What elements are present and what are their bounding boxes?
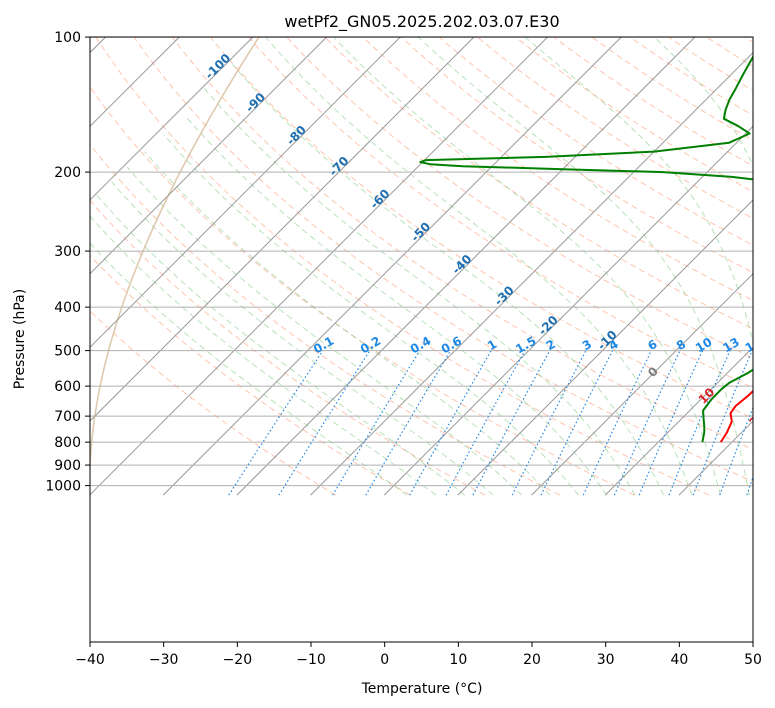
x-tick-label: 20: [523, 652, 541, 668]
curved-guide-line: [90, 37, 260, 496]
moist-adiabat: [111, 181, 494, 496]
moist-adiabat: [203, 87, 636, 496]
y-axis-label: Pressure (hPa): [12, 289, 28, 389]
y-tick-label: 700: [54, 409, 81, 425]
x-tick-label: 10: [449, 652, 467, 668]
isotherm-line: [383, 125, 753, 496]
x-tick-label: −20: [223, 652, 253, 668]
mixing-ratio-line: [540, 350, 614, 496]
moist-adiabat: [524, 37, 753, 345]
x-tick-label: 30: [597, 652, 615, 668]
y-tick-label: 1000: [45, 479, 81, 495]
x-tick-label: −40: [75, 652, 105, 668]
dry-adiabat: [324, 37, 753, 330]
y-tick-label: 200: [54, 165, 81, 181]
isotherm-line: [90, 37, 401, 349]
chart-title: wetPf2_GN05.2025.202.03.07.E30: [284, 12, 559, 32]
y-tick-label: 500: [54, 344, 81, 360]
x-tick-label: 40: [670, 652, 688, 668]
x-tick-label: −30: [149, 652, 179, 668]
isotherm-line: [531, 272, 753, 496]
dry-adiabat: [248, 37, 753, 389]
isotherm-line: [90, 37, 327, 275]
x-axis-label: Temperature (°C): [361, 681, 483, 697]
y-tick-label: 300: [54, 244, 81, 260]
dry-adiabat: [90, 86, 635, 496]
moist-adiabat: [333, 37, 721, 496]
dry-adiabat: [90, 255, 411, 496]
isotherm-line: [604, 346, 753, 496]
dry-adiabat: [90, 143, 561, 496]
y-tick-label: 900: [54, 458, 81, 474]
isotherm-line: [236, 37, 696, 496]
isotherm-line: [162, 37, 622, 496]
isotherm-line: [90, 37, 254, 201]
y-tick-label: 800: [54, 435, 81, 451]
y-tick-label: 400: [54, 300, 81, 316]
moist-adiabat: [163, 134, 579, 496]
moist-adiabat: [96, 194, 465, 496]
moist-adiabat: [265, 37, 693, 496]
dry-adiabat: [133, 37, 753, 483]
mixing-ratio-line: [582, 350, 652, 496]
axes: −40 −30 −20 −10 0 10 20 30 40 50 100 200 300 400 500 60…: [45, 30, 762, 668]
mixing-ratio-line: [613, 350, 681, 496]
moist-adiabat: [126, 166, 523, 496]
y-tick-label: 100: [54, 30, 81, 46]
mixing-ratio-line: [332, 350, 421, 496]
moist-adiabat: [90, 242, 408, 496]
dry-adiabat: [90, 199, 486, 496]
isotherm-line: [90, 37, 548, 496]
mixing-ratio-line: [445, 350, 526, 496]
moist-adiabat: [144, 151, 551, 496]
dry-adiabat: [286, 37, 753, 359]
plot-area: -100-90-80-70-60-50-40-30-20-1000.1 0.2 0.…: [90, 37, 768, 496]
plot-frame: [89, 36, 754, 643]
mixing-ratio-line: [472, 350, 551, 496]
dry-adiabat: [400, 37, 753, 274]
x-tick-label: 50: [744, 652, 762, 668]
x-tick-label: −10: [296, 652, 326, 668]
dry-adiabat: [171, 37, 753, 451]
moist-adiabat-label: 20: [746, 408, 768, 430]
y-tick-label: 600: [54, 379, 81, 395]
moist-adiabat: [417, 37, 750, 496]
moist-adiabat: [232, 63, 664, 496]
isotherm-line: [90, 37, 180, 128]
dry-adiabat: [477, 37, 753, 219]
dry-adiabat: [438, 37, 753, 246]
mixing-ratio-line: [719, 406, 753, 496]
isotherm-line: [90, 37, 475, 422]
mixing-ratio-line: [228, 350, 324, 496]
mixing-ratio-line: [511, 350, 587, 496]
dewpoint-profile: [419, 54, 753, 443]
mixing-ratio-line: [278, 350, 371, 496]
isotherm-line: [310, 51, 753, 496]
dry-adiabat: [95, 37, 710, 496]
mixing-ratio-label: 16: [743, 335, 764, 355]
isotherm-line: [457, 199, 753, 496]
moist-adiabat: [90, 215, 437, 496]
x-tick-label: 0: [380, 652, 389, 668]
dry-adiabat: [210, 37, 753, 419]
